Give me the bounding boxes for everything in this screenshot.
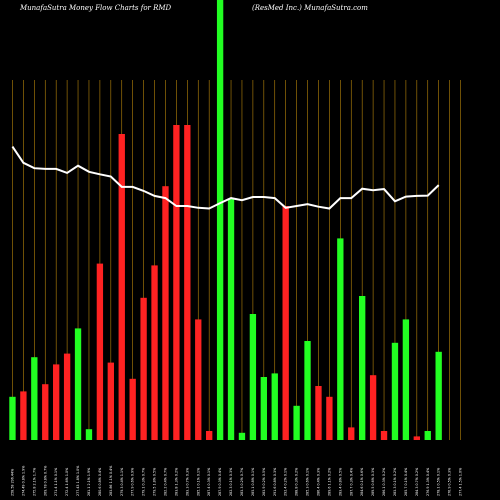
price-line	[11, 146, 440, 210]
chart-subtitle: (ResMed Inc.) MunafaSutra.com	[252, 4, 368, 12]
x-tick-label: 286.1 0.3% 0.2%	[382, 468, 386, 496]
money-flow-bar	[151, 265, 158, 440]
price-line-layer	[11, 146, 440, 210]
money-flow-bar	[206, 431, 213, 440]
x-tick-label: 285.7 0.1% 0.4%	[404, 468, 408, 496]
x-tick-label: 283.3 0.2% 0.7%	[240, 468, 244, 496]
x-tick-label: 286.4 0.4% 0.3%	[316, 468, 320, 496]
x-tick-label: 287.7 0.3% 0.4%	[349, 468, 353, 496]
x-tick-label: 283.3 0.1% 0.2%	[393, 468, 397, 496]
x-tick-label: 285.1 0.1% 0.1%	[196, 468, 200, 496]
money-flow-bar	[20, 391, 27, 440]
money-flow-bar	[424, 431, 431, 440]
x-tick-label: 291.6 0.8% 0.3%	[273, 468, 277, 496]
x-tick-label: 284.3 0.7% 0.2%	[415, 468, 419, 496]
x-tick-label: 274.49 0.8% 1.9%	[21, 466, 25, 496]
x-tick-label: 277.43 1.8% 1.0%	[76, 466, 80, 496]
money-flow-bar	[173, 125, 180, 440]
money-flow-bar	[195, 319, 202, 440]
money-flow-bar	[304, 341, 311, 440]
money-flow-bars	[9, 0, 442, 440]
money-flow-bar	[271, 373, 278, 440]
x-tick-label: 275.8 2.1% 1.7%	[32, 468, 36, 496]
x-tick-label: 287.9 0.3% 0.4%	[218, 468, 222, 496]
chart-title: MunafaSutra Money Flow Charts for RMD	[20, 4, 172, 12]
money-flow-bar	[282, 206, 289, 440]
x-tick-label: 277.9 0.6% 0.9%	[131, 468, 135, 496]
x-tick-label: 277.4 1.5% 1.0%	[459, 468, 463, 496]
x-tick-label: 272.4 1.6% 1.0%	[65, 468, 69, 496]
x-tick-label: 282.3 0.1% 0.3%	[229, 468, 233, 496]
x-tick-label: 279.1 0.3% 0.7%	[142, 468, 146, 496]
money-flow-bar	[315, 386, 322, 440]
x-tick-label: 285.3 0.6% 0.1%	[306, 468, 310, 496]
money-flow-bar	[326, 396, 333, 440]
x-tick-label: 282.2 0.4% 0.7%	[163, 468, 167, 496]
money-flow-bar	[118, 134, 125, 440]
x-tick-label: 269.78 0.8% 0.7%	[43, 466, 47, 496]
money-flow-bar	[63, 353, 71, 440]
money-flow-bar	[9, 396, 16, 440]
x-tick-label: 292.4 0.2% 0.1%	[284, 468, 288, 496]
money-flow-bar	[107, 362, 114, 440]
x-tick-label: 283.4 0.8% 0.5%	[338, 468, 342, 496]
x-tick-label: 281.1 2.1% 1.9%	[87, 468, 91, 496]
x-tick-label: 271.4 1.1% 0.1%	[54, 468, 58, 496]
x-tick-label: 285.1 0.8% 0.1%	[251, 468, 255, 496]
money-flow-bar	[53, 364, 60, 440]
money-flow-bar	[380, 431, 388, 440]
money-flow-bar	[42, 384, 49, 440]
x-tick-label: 283.3 0.7% 0.3%	[185, 468, 189, 496]
x-tick-label: 289.5 0.6% 0.3%	[371, 468, 375, 496]
money-flow-bar	[337, 238, 344, 440]
x-tick-label: 258.58 296.44%	[10, 469, 14, 496]
money-flow-bar	[348, 427, 355, 440]
x-tick-label: 288.8 0.3% 0.2%	[295, 468, 299, 496]
money-flow-bar	[184, 125, 191, 440]
x-tick-label: 283.9 0.2% 0.5%	[262, 468, 266, 496]
money-flow-bar	[31, 357, 38, 440]
money-flow-bar	[216, 0, 224, 440]
x-tick-label: 289.6 1.1% 0.2%	[327, 468, 331, 496]
money-flow-bar	[74, 328, 82, 440]
x-tick-label: 279.5 1.8% 0.5%	[153, 468, 157, 496]
x-tick-label: 287.4 0.3% 0.1%	[207, 468, 211, 496]
money-flow-bar	[140, 297, 147, 440]
x-tick-label: 283.86 1.1% 0.4%	[109, 466, 113, 496]
money-flow-bar	[129, 378, 136, 440]
money-flow-bar	[359, 296, 366, 440]
x-tick-label: 276.9 0.5% 0.3%	[448, 468, 452, 496]
money-flow-bar	[391, 342, 399, 440]
money-flow-bar	[293, 405, 300, 440]
money-flow-bar	[85, 429, 93, 440]
x-tick-label: 279.3 0.4% 1.1%	[120, 468, 124, 496]
x-tick-label: 284.6 0.1% 0.6%	[360, 468, 364, 496]
x-tick-label: 278.1 0.5% 0.1%	[437, 468, 441, 496]
x-tick-label: 280.6 0.8% 0.4%	[98, 468, 102, 496]
money-flow-bar	[369, 375, 377, 440]
x-axis-labels: 258.58 296.44% 274.49 0.8% 1.9% 275.8 2.1%…	[10, 466, 462, 496]
money-flow-bar	[96, 263, 104, 440]
money-flow-bar	[260, 377, 267, 440]
x-tick-label: 276.9 1.3% 0.4%	[426, 468, 430, 496]
money-flow-bar	[238, 432, 246, 440]
money-flow-bar	[162, 186, 169, 440]
x-tick-label: 283.8 1.3% 0.2%	[174, 468, 178, 496]
money-flow-bar	[249, 314, 257, 440]
money-flow-bar	[402, 319, 410, 440]
money-flow-bar	[227, 198, 235, 440]
money-flow-bar	[413, 436, 420, 440]
money-flow-bar	[435, 351, 442, 440]
